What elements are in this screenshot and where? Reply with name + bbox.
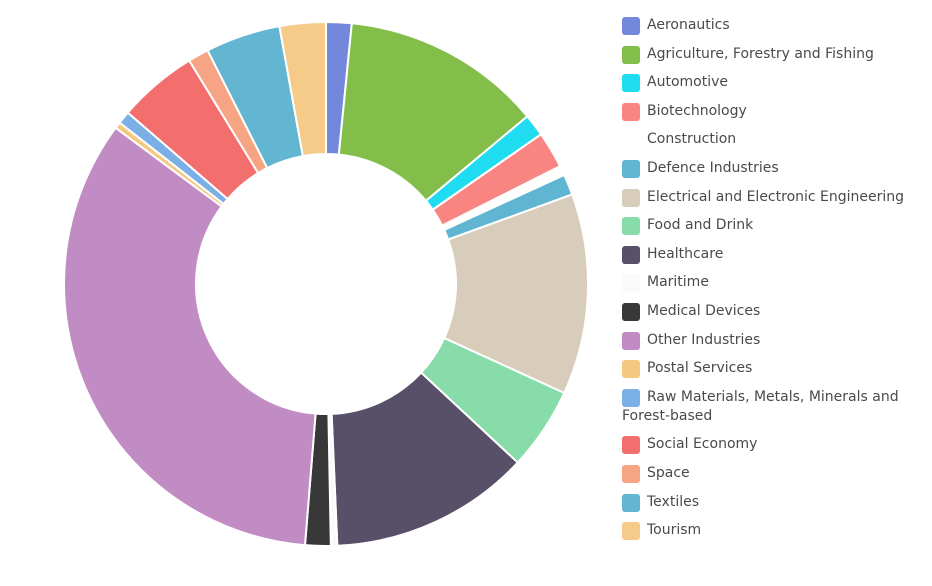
legend-label: Aeronautics	[647, 17, 730, 33]
legend-label: Textiles	[647, 493, 700, 510]
legend-label: Agriculture, Forestry and Fishing	[647, 45, 874, 62]
slice-electrical-and-electronic-engineering[interactable]	[443, 193, 589, 394]
legend-swatch	[622, 45, 640, 64]
legend-swatch	[622, 464, 640, 483]
slice-healthcare[interactable]	[330, 371, 519, 547]
legend-swatch	[622, 493, 640, 512]
legend-item-textiles[interactable]: Textiles	[622, 493, 912, 512]
legend-label: Space	[647, 464, 690, 481]
legend-item-construction[interactable]: Construction	[622, 130, 912, 150]
legend-item-electrical-and-electronic-engineering[interactable]: Electrical and Electronic Engineering	[622, 188, 912, 207]
legend-item-healthcare[interactable]: Healthcare	[622, 245, 912, 264]
legend-item-space[interactable]: Space	[622, 464, 912, 483]
legend-item-automotive[interactable]: Automotive	[622, 73, 912, 93]
slice-agriculture-forestry-and-fishing[interactable]	[337, 22, 529, 202]
legend-label: Tourism	[647, 522, 702, 539]
legend-swatch	[622, 188, 640, 207]
legend-label: Medical Devices	[647, 302, 761, 319]
legend-label: Postal Services	[647, 360, 753, 377]
slice-tourism[interactable]	[278, 21, 327, 158]
slice-other-industries[interactable]	[63, 126, 317, 547]
donut-chart	[63, 21, 589, 547]
legend-item-defence-industries[interactable]: Defence Industries	[622, 159, 912, 178]
legend-item-medical-devices[interactable]: Medical Devices	[622, 302, 912, 321]
legend-label: Maritime	[647, 274, 709, 291]
legend-swatch	[622, 159, 640, 178]
legend-label: Electrical and Electronic Engineering	[647, 188, 905, 205]
legend-swatch	[622, 436, 640, 455]
legend-item-postal-services[interactable]: Postal Services	[622, 359, 912, 379]
legend-item-aeronautics[interactable]: Aeronautics	[622, 16, 912, 35]
legend-swatch	[622, 360, 640, 379]
legend-swatch	[622, 274, 640, 293]
legend-swatch	[622, 302, 640, 321]
legend-item-agriculture-forestry-and-fishing[interactable]: Agriculture, Forestry and Fishing	[622, 45, 912, 64]
legend-item-other-industries[interactable]: Other Industries	[622, 331, 912, 350]
legend-item-biotechnology[interactable]: Biotechnology	[622, 102, 912, 121]
legend: Aeronautics Agriculture, Forestry and Fis…	[622, 16, 912, 550]
legend-label: Other Industries	[647, 331, 761, 348]
legend-swatch	[622, 131, 640, 150]
legend-label: Automotive	[647, 74, 728, 91]
legend-swatch	[622, 74, 640, 93]
legend-item-maritime[interactable]: Maritime	[622, 273, 912, 293]
legend-label: Raw Materials, Metals, Minerals and Fore…	[622, 388, 899, 424]
legend-swatch	[622, 245, 640, 264]
legend-item-tourism[interactable]: Tourism	[622, 521, 912, 541]
legend-swatch	[622, 102, 640, 121]
legend-swatch	[622, 217, 640, 236]
legend-label: Construction	[647, 131, 737, 148]
legend-item-food-and-drink[interactable]: Food and Drink	[622, 216, 912, 236]
legend-item-social-economy[interactable]: Social Economy	[622, 435, 912, 455]
legend-swatch	[622, 331, 640, 350]
legend-item-raw-materials-metals-minerals-and-forest-based[interactable]: Raw Materials, Metals, Minerals and Fore…	[622, 388, 912, 426]
legend-label: Food and Drink	[647, 217, 754, 234]
legend-swatch	[622, 522, 640, 541]
legend-label: Healthcare	[647, 245, 724, 262]
legend-swatch	[622, 388, 640, 407]
legend-label: Social Economy	[647, 436, 758, 453]
legend-label: Defence Industries	[647, 159, 779, 176]
legend-swatch	[622, 17, 640, 35]
legend-label: Biotechnology	[647, 102, 747, 119]
